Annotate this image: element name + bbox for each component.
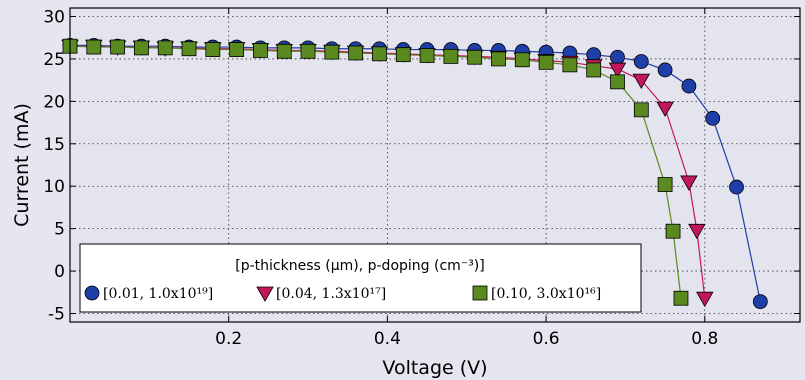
legend: [p-thickness (μm), p-doping (cm⁻³)] [0.0… xyxy=(79,243,642,313)
data-point xyxy=(562,57,578,73)
series-line xyxy=(69,45,682,299)
legend-box xyxy=(79,243,642,313)
axis-ticks: 0.2 0.4 0.6 0.8 -5 0 5 10 15 20 25 30 xyxy=(43,7,800,349)
legend-title: [p-thickness (μm), p-doping (cm⁻³)] xyxy=(235,258,484,274)
data-point xyxy=(632,73,651,89)
x-axis-label: Voltage (V) xyxy=(382,357,487,379)
data-point xyxy=(633,54,649,69)
y-tick-label: 10 xyxy=(43,177,65,197)
series-layer xyxy=(61,37,768,310)
data-point xyxy=(665,223,681,239)
data-point xyxy=(134,40,149,56)
data-point xyxy=(610,74,625,90)
data-point xyxy=(491,51,506,67)
plot-frame xyxy=(69,7,801,323)
data-point xyxy=(538,54,554,70)
legend-marker xyxy=(472,285,488,301)
data-point xyxy=(348,45,364,61)
data-point xyxy=(157,40,173,56)
data-point xyxy=(181,41,197,57)
legend-item: [0.10, 3.0x10¹⁶] xyxy=(472,285,601,302)
data-point xyxy=(680,175,698,191)
data-point xyxy=(608,62,627,78)
data-point xyxy=(253,43,268,58)
data-point xyxy=(467,49,483,65)
data-point xyxy=(657,62,673,78)
data-point xyxy=(673,290,689,306)
data-point xyxy=(688,223,706,240)
data-point xyxy=(229,42,245,57)
legend-label: [0.04, 1.3x10¹⁷] xyxy=(276,286,386,302)
data-point xyxy=(705,110,721,126)
y-tick-label: 5 xyxy=(54,220,65,240)
x-tick-label: 0.6 xyxy=(533,329,560,349)
legend-item: [0.01, 1.0x10¹⁹] xyxy=(84,285,213,302)
y-tick-label: 25 xyxy=(43,50,65,70)
data-point xyxy=(443,48,459,64)
data-point xyxy=(657,177,673,192)
data-point xyxy=(752,294,768,310)
y-tick-label: -5 xyxy=(48,305,65,325)
x-tick-label: 0.2 xyxy=(215,329,242,349)
data-point xyxy=(300,43,316,59)
data-point xyxy=(395,47,411,63)
data-point xyxy=(205,42,221,57)
y-tick-label: 30 xyxy=(43,7,65,27)
x-tick-label: 0.4 xyxy=(374,329,401,349)
legend-marker xyxy=(84,285,100,301)
y-axis-label: Current (mA) xyxy=(11,103,33,227)
data-point xyxy=(86,39,102,55)
data-point xyxy=(696,291,714,308)
data-point xyxy=(372,46,387,62)
data-point xyxy=(681,78,697,94)
data-point xyxy=(419,48,435,63)
legend-items: [0.01, 1.0x10¹⁹] [0.04, 1.3x10¹⁷] [0.10, 3… xyxy=(84,285,601,302)
data-point xyxy=(729,179,744,195)
y-tick-label: 20 xyxy=(43,92,65,112)
legend-marker xyxy=(256,286,274,302)
data-point xyxy=(514,52,530,68)
data-point xyxy=(656,101,674,117)
x-tick-label: 0.8 xyxy=(691,329,718,349)
series-3-markers xyxy=(62,38,689,306)
legend-item: [0.04, 1.3x10¹⁷] xyxy=(256,286,386,302)
data-point xyxy=(586,62,602,78)
data-point xyxy=(276,43,292,59)
legend-label: [0.10, 3.0x10¹⁶] xyxy=(491,286,601,302)
data-point xyxy=(610,49,625,65)
y-tick-label: 0 xyxy=(54,262,65,282)
y-tick-label: 15 xyxy=(43,135,65,155)
data-point xyxy=(633,102,649,118)
legend-label: [0.01, 1.0x10¹⁹] xyxy=(103,286,213,302)
data-point xyxy=(110,39,126,55)
series-3 xyxy=(69,45,682,299)
data-point xyxy=(324,44,340,60)
